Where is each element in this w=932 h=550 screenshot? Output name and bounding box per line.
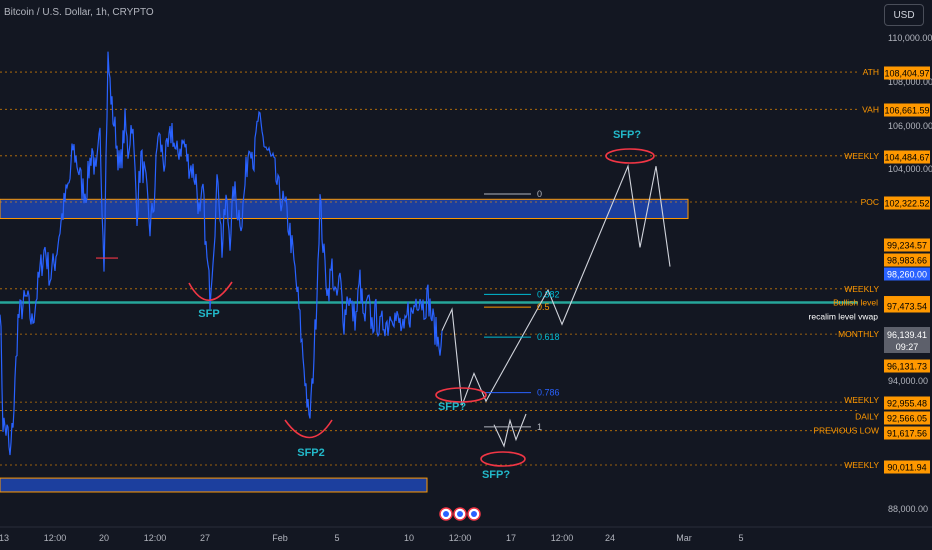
fib-label: 1	[537, 422, 542, 432]
bitcoin-event-icon-core	[457, 511, 463, 517]
current-price-countdown: 09:27	[896, 342, 919, 352]
sfp-ellipse	[435, 387, 487, 403]
level-label: MONTHLY	[838, 329, 879, 339]
symbol-title: Bitcoin / U.S. Dollar, 1h, CRYPTO	[4, 7, 154, 18]
current-price-value: 96,139.41	[887, 330, 927, 340]
x-tick-label: Mar	[676, 533, 692, 543]
bitcoin-event-icon-core	[443, 511, 449, 517]
level-price-badge-bg	[884, 66, 930, 80]
fib-label: 0.786	[537, 388, 560, 398]
level-label: DAILY	[855, 411, 879, 421]
level-label: WEEKLY	[844, 284, 879, 294]
price-badge: 97,473.54	[887, 302, 927, 312]
sfp-annotation: SFP?	[438, 401, 466, 413]
currency-button[interactable]: USD	[884, 4, 924, 26]
y-tick-label: 110,000.00	[888, 33, 932, 43]
sfp-ellipse	[480, 451, 526, 467]
current-price-badge-bg	[884, 327, 930, 353]
level-label: PREVIOUS LOW	[813, 426, 879, 436]
x-tick-label: 17	[506, 533, 516, 543]
bullish-level-label: Bullish level	[833, 298, 878, 308]
sfp-annotation: SFP?	[613, 129, 641, 141]
fib-label: 0.382	[537, 289, 560, 299]
x-tick-label: 20	[99, 533, 109, 543]
level-price-badge-bg	[884, 150, 930, 164]
x-tick-label: 12:00	[44, 533, 67, 543]
projection-path	[441, 164, 671, 406]
x-tick-label: 5	[334, 533, 339, 543]
projection-path-small	[493, 413, 527, 448]
level-price-badge: 92,566.05	[887, 414, 927, 424]
sfp-ellipse	[605, 148, 655, 164]
y-tick-label: 108,000.00	[888, 77, 932, 87]
sfp-annotation: SFP	[198, 308, 219, 320]
level-price-badge-bg	[884, 396, 930, 410]
level-price-badge-bg	[884, 426, 930, 440]
level-price-badge: 92,955.48	[887, 399, 927, 409]
level-price-badge: 91,617.56	[887, 429, 927, 439]
y-tick-label: 106,000.00	[888, 121, 932, 131]
level-price-badge: 106,661.59	[884, 106, 929, 116]
sfp2-arc	[284, 419, 333, 439]
level-price-badge-bg	[884, 460, 930, 474]
level-label: WEEKLY	[844, 151, 879, 161]
level-price-badge: 102,322.52	[884, 199, 929, 209]
y-tick-label: 94,000.00	[888, 376, 928, 386]
level-price-badge: 108,404.97	[884, 69, 929, 79]
zone-rect	[0, 477, 428, 493]
price-badge-bg	[884, 299, 930, 313]
level-price-badge: 98,260.00	[887, 270, 927, 280]
level-label: WEEKLY	[844, 395, 879, 405]
x-tick-label: 13	[0, 533, 9, 543]
bitcoin-event-icon-core	[471, 511, 477, 517]
level-label: WEEKLY	[844, 460, 879, 470]
y-tick-label: 88,000.00	[888, 504, 928, 514]
price-badge: 96,131.73	[887, 362, 927, 372]
price-line	[0, 51, 443, 456]
price-badge: 98,983.66	[887, 256, 927, 266]
level-price-badge-bg	[884, 196, 930, 210]
level-label: POC	[861, 197, 879, 207]
fib-label: 0.5	[537, 302, 550, 312]
fib-label: 0.618	[537, 332, 560, 342]
level-price-badge-bg	[884, 267, 930, 281]
x-tick-label: 27	[200, 533, 210, 543]
recalim-level-label: recalim level vwap	[809, 312, 879, 322]
level-label: ATH	[863, 67, 879, 77]
x-tick-label: 10	[404, 533, 414, 543]
zone-rect	[0, 198, 689, 220]
price-badge-bg	[884, 253, 930, 267]
price-badge-bg	[884, 359, 930, 373]
x-tick-label: 24	[605, 533, 615, 543]
x-tick-label: 5	[738, 533, 743, 543]
fib-label: 0	[537, 189, 542, 199]
level-price-badge-bg	[884, 103, 930, 117]
price-badge: 99,234.57	[887, 241, 927, 251]
x-tick-label: 12:00	[551, 533, 574, 543]
level-price-badge: 90,011.94	[887, 463, 926, 473]
x-tick-label: 12:00	[449, 533, 472, 543]
sfp-annotation: SFP?	[482, 469, 510, 481]
y-tick-label: 104,000.00	[888, 164, 932, 174]
level-price-badge-bg	[884, 411, 930, 425]
sfp-arc	[188, 281, 233, 301]
x-tick-label: 12:00	[144, 533, 167, 543]
level-price-badge: 104,484.67	[884, 153, 929, 163]
level-label: VAH	[862, 104, 879, 114]
sfp-annotation: SFP2	[297, 447, 325, 459]
price-badge-bg	[884, 238, 930, 252]
x-tick-label: Feb	[272, 533, 288, 543]
